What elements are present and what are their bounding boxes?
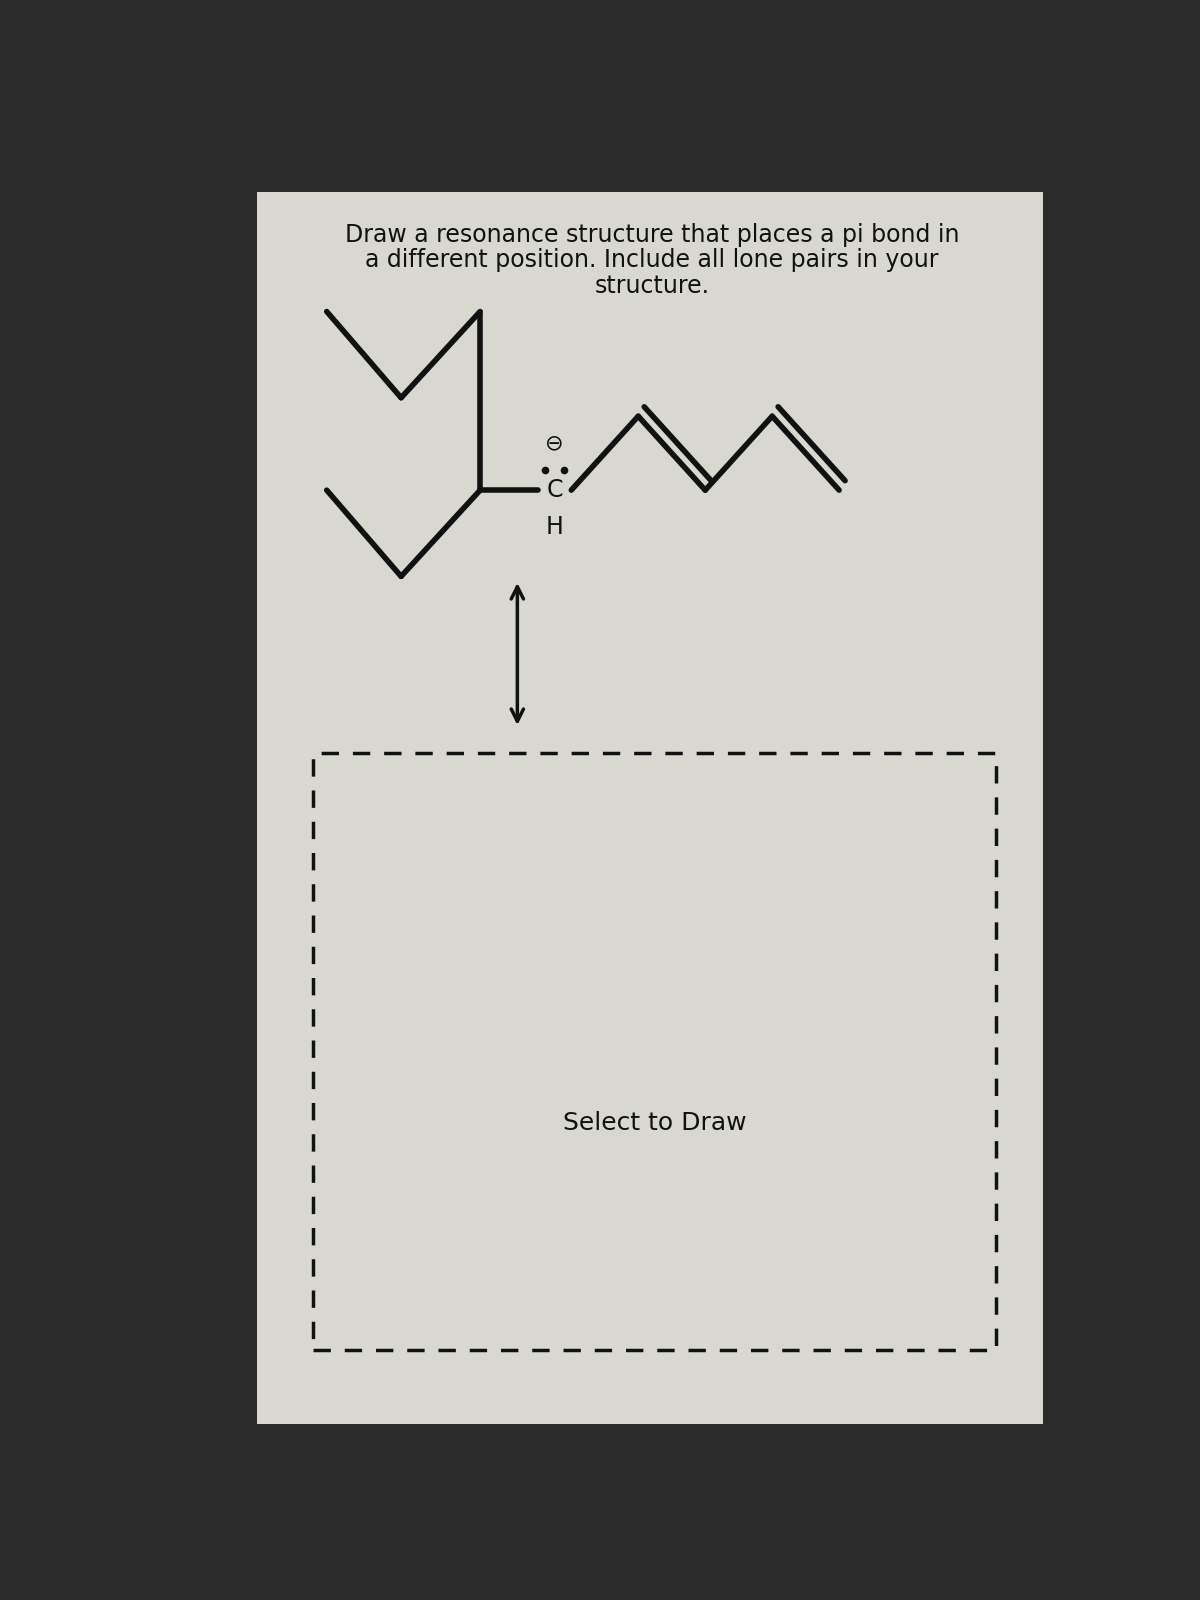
Text: ⊖: ⊖ <box>545 434 564 453</box>
Text: H: H <box>546 515 564 539</box>
Bar <box>313 752 996 1350</box>
Text: Select to Draw: Select to Draw <box>563 1110 746 1134</box>
Text: Draw a resonance structure that places a pi bond in: Draw a resonance structure that places a… <box>344 222 960 246</box>
Text: a different position. Include all lone pairs in your: a different position. Include all lone p… <box>366 248 938 272</box>
Text: C: C <box>546 478 563 502</box>
Text: structure.: structure. <box>595 274 709 298</box>
Bar <box>257 192 1043 1424</box>
